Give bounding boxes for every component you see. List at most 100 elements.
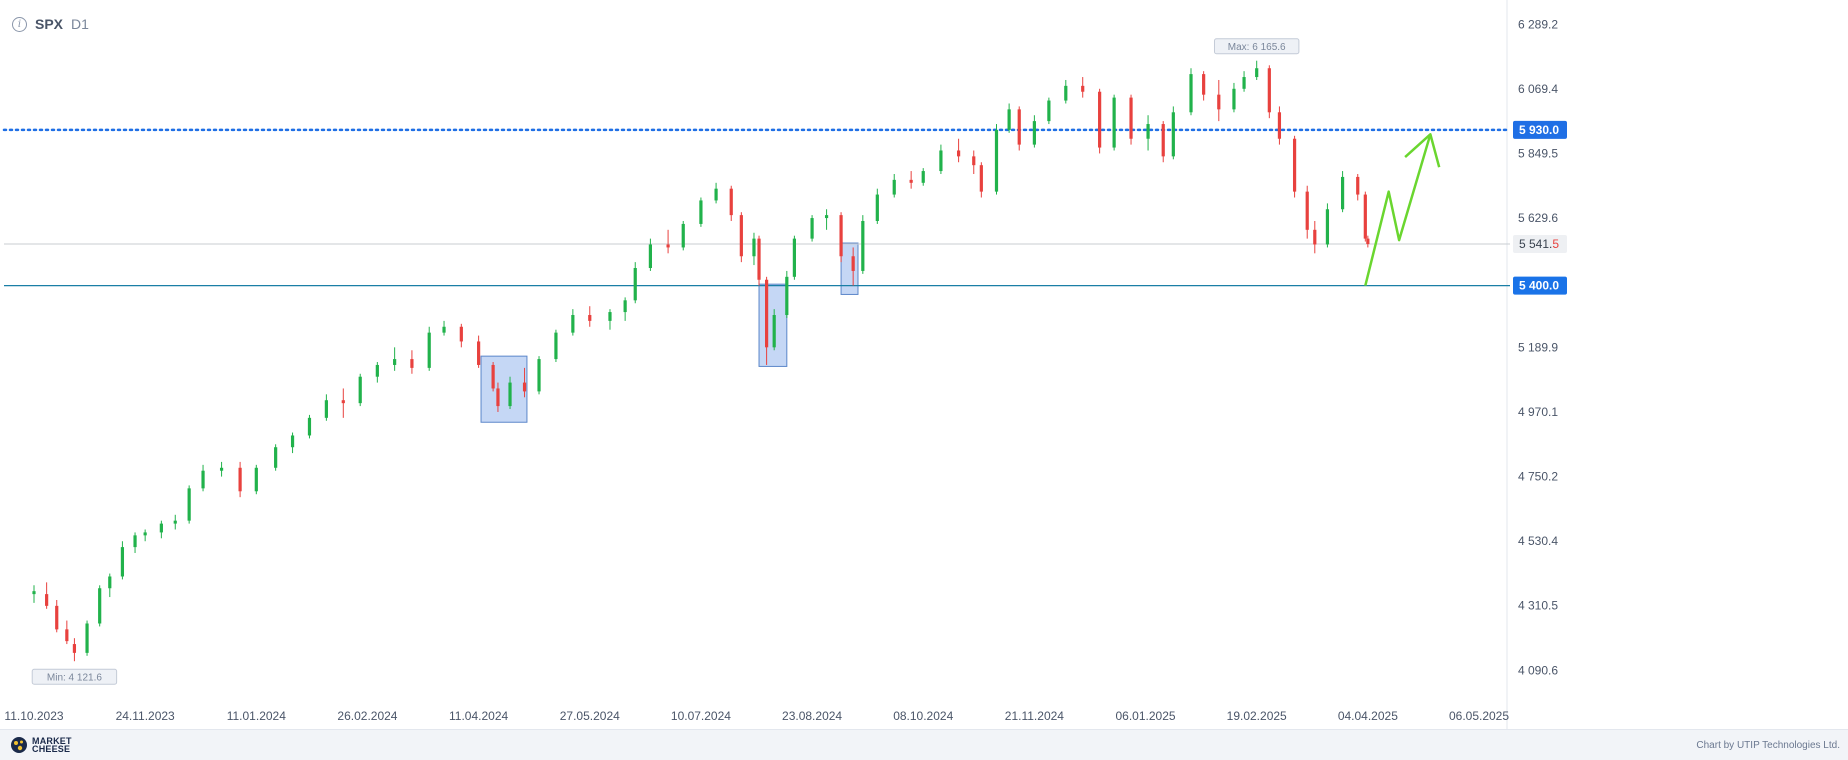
candle-body [187,488,191,521]
candle-body [1047,100,1051,122]
chart-header: i SPX D1 [12,14,89,34]
candle-body [307,417,312,436]
candle-body [1292,138,1297,192]
candle-body [238,467,242,492]
candle-body [772,315,776,348]
min-label: Min: 4 121.6 [31,668,118,685]
candle-body [810,218,814,239]
y-tick-label: 4 750.2 [1518,470,1558,484]
candle-body [1267,68,1271,113]
min-label-text: Min: 4 121.6 [47,673,102,684]
candle-body [1171,112,1175,157]
candle-body [1189,74,1193,113]
info-circle-icon[interactable]: i [12,16,27,32]
candle-body [477,341,481,365]
y-tick-label: 4 310.5 [1518,599,1558,613]
candle-body [1081,85,1085,92]
candle-body [1217,94,1221,110]
current-price-last-digit: 5 [1552,237,1559,251]
candle-body [393,359,397,365]
candle-body [375,364,379,377]
candle-body [875,194,879,221]
projection-arrowhead [1404,133,1441,168]
level-price-tag: 5 400.0 [1513,276,1567,295]
x-tick-label: 27.05.2024 [560,709,620,723]
market-cheese-logo[interactable]: MARKET CHEESE [10,736,86,754]
candle-body [851,256,855,271]
x-tick-label: 11.10.2023 [4,709,63,723]
candle-body [65,629,69,642]
candle-body [739,215,743,257]
candle-body [729,188,733,216]
candle-body [765,279,769,348]
x-tick-label: 08.10.2024 [893,709,953,723]
timeframe-label[interactable]: D1 [71,16,89,32]
candle-body [785,276,789,316]
candle-body [994,129,999,192]
candle-body [508,382,512,407]
x-tick-label: 10.07.2024 [671,709,731,723]
candle-body [921,171,925,183]
candle-body [792,238,796,277]
candle-body [839,215,843,257]
cheese-logo-icon [11,737,27,753]
current-price-tag-text: 5 541.5 [1519,237,1559,251]
logo-text: MARKET CHEESE [32,736,72,754]
x-tick-label: 06.05.2025 [1449,709,1509,723]
level-price-tag-bg [1513,276,1567,295]
candle-body [45,594,49,606]
candle-body [1098,91,1102,148]
candle-body [979,165,983,192]
candlestick-chart[interactable]: 6 289.2 6 069.4 5 849.5 5 629.6 5 189.9 4 970… [0,0,1848,729]
candle-body [623,300,627,313]
candle-body [939,150,943,172]
candle-body [1032,121,1036,145]
max-label: Max: 6 165.6 [1213,38,1300,55]
candle-body [133,535,137,548]
candle-body [699,200,703,224]
candle-body [459,326,463,342]
footer-bar: MARKET CHEESE Chart by UTIP Technologies… [0,729,1848,760]
candle-body [290,435,295,448]
candle-body [55,605,59,630]
x-tick-label: 24.11.2023 [116,709,175,723]
chart-credit: Chart by UTIP Technologies Ltd. [1696,740,1840,751]
y-tick-label: 5 629.6 [1518,211,1558,225]
candle-body [324,400,328,418]
candle-body [1363,194,1367,239]
max-label-text: Max: 6 165.6 [1228,42,1286,53]
min-label-box [31,668,118,685]
candle-body [956,150,961,157]
candle-body [98,588,102,624]
candle-body [72,644,77,653]
x-tick-label: 26.02.2024 [337,709,397,723]
candle-body [1007,109,1011,130]
candle-body [714,188,718,201]
candle-body [1202,74,1206,95]
candle-body [143,532,147,536]
y-tick-label: 5 189.9 [1518,340,1558,354]
candle-body [522,382,527,392]
candle-body [274,447,278,468]
x-tick-label: 21.11.2024 [1005,709,1064,723]
current-price-tag-bg [1513,235,1567,254]
candle-body [410,359,414,368]
candle-body [201,470,205,489]
symbol-label: SPX [35,16,64,32]
candle-body [681,223,685,248]
x-tick-label: 11.04.2024 [449,709,508,723]
candle-body [159,523,163,533]
x-tick-label: 04.04.2025 [1338,709,1398,723]
candle-body [427,332,431,368]
candle-body [108,576,112,589]
level-price-tag-text: 5 930.0 [1519,123,1559,137]
candle-body [491,364,495,389]
y-tick-label: 6 069.4 [1518,82,1558,96]
candle-body [219,467,224,471]
candle-body [752,238,756,257]
candle-body [341,400,345,404]
candle-body [1313,229,1317,245]
max-label-box [1213,38,1300,55]
candle-body [633,268,637,301]
